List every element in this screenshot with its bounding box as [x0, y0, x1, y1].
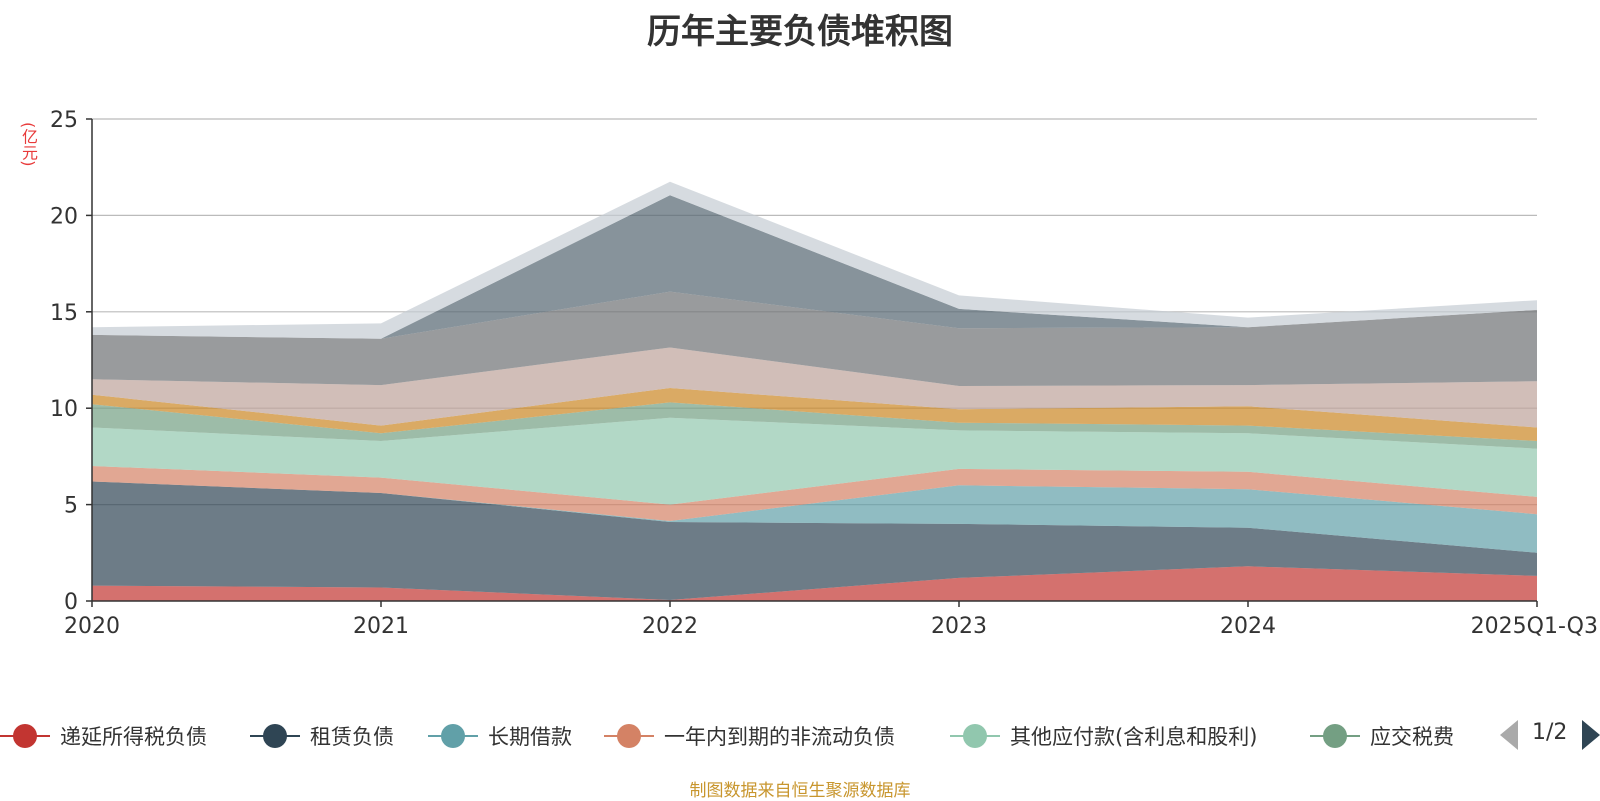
legend-label: 递延所得税负债	[60, 725, 207, 749]
area-应付账款[interactable]	[92, 291, 1537, 386]
chart-title: 历年主要负债堆积图	[647, 12, 953, 52]
y-tick-labels: 0 5 10 15 20 25	[50, 108, 92, 615]
legend-marker-icon	[428, 718, 478, 754]
legend-pager: 1/2	[1500, 718, 1600, 754]
legend-next-page-icon[interactable]	[1582, 720, 1600, 750]
area-其他应付款(含利息和股利)[interactable]	[92, 417, 1537, 505]
axes	[91, 119, 1537, 602]
x-tick-label: 2021	[353, 614, 409, 639]
x-tick-label: 2025Q1-Q3	[1471, 614, 1598, 639]
legend-item[interactable]: 递延所得税负债	[0, 718, 207, 754]
legend-page-indicator: 1/2	[1532, 720, 1568, 745]
area-递延所得税负债[interactable]	[92, 566, 1537, 601]
area-一年内到期的非流动负债[interactable]	[92, 466, 1537, 521]
legend-item[interactable]: 其他应付款(含利息和股利)	[950, 718, 1257, 754]
area-合同负债[interactable]	[92, 181, 1537, 339]
area-series	[92, 181, 1537, 601]
legend-item[interactable]: 一年内到期的非流动负债	[604, 718, 895, 754]
x-tick-label: 2020	[64, 614, 120, 639]
area-应付职工薪酬[interactable]	[92, 347, 1537, 428]
x-tick-label: 2022	[642, 614, 698, 639]
legend-marker-icon	[950, 718, 1000, 754]
x-tick-label: 2024	[1220, 614, 1276, 639]
legend-marker-icon	[1310, 718, 1360, 754]
x-tick-labels: 2020 2021 2022 2023 2024 2025Q1-Q3	[64, 601, 1598, 639]
legend: 递延所得税负债 租赁负债 长期借款 一年内到期的非流动负债 其他应付款(含利息和股利) 应…	[0, 718, 1600, 754]
y-tick-label: 15	[50, 301, 78, 326]
y-tick-label: 0	[64, 590, 78, 615]
legend-marker-icon	[604, 718, 654, 754]
legend-label: 长期借款	[488, 725, 572, 749]
y-axis-unit-label: (亿元)	[19, 122, 38, 167]
legend-item[interactable]: 长期借款	[428, 718, 572, 754]
legend-label: 租赁负债	[310, 725, 394, 749]
legend-label: 其他应付款(含利息和股利)	[1010, 725, 1258, 749]
legend-item[interactable]: 租赁负债	[250, 718, 394, 754]
legend-marker-icon	[0, 718, 50, 754]
legend-prev-page-icon[interactable]	[1500, 720, 1518, 750]
area-长期借款[interactable]	[92, 481, 1537, 553]
legend-marker-icon	[250, 718, 300, 754]
y-tick-label: 25	[50, 108, 78, 133]
y-tick-label: 10	[50, 397, 78, 422]
area-租赁负债[interactable]	[92, 481, 1537, 601]
legend-label: 应交税费	[1370, 725, 1454, 749]
y-tick-label: 20	[50, 204, 78, 229]
legend-label: 一年内到期的非流动负债	[664, 725, 895, 749]
stacked-area-chart: 0 5 10 15 20 25 2020 2021 2022 2023 2024 2025Q1-Q3	[50, 108, 1598, 639]
legend-item[interactable]: 应交税费	[1310, 718, 1454, 754]
x-tick-label: 2023	[931, 614, 987, 639]
y-tick-label: 5	[64, 494, 78, 519]
data-source-note: 制图数据来自恒生聚源数据库	[689, 781, 911, 801]
